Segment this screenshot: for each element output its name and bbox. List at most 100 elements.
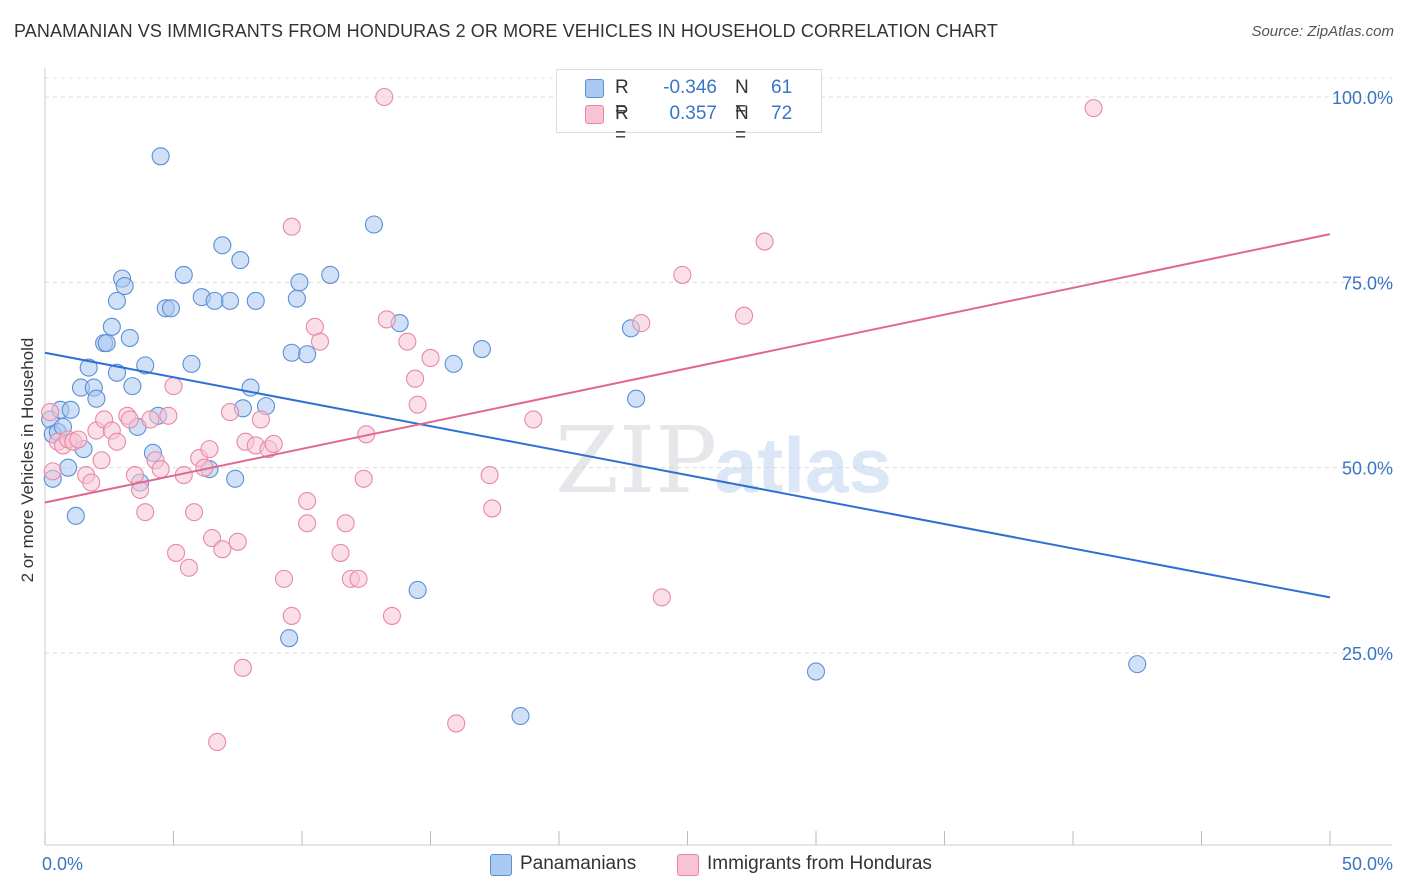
point-panamanians <box>61 400 80 419</box>
point-honduras <box>69 430 88 449</box>
point-panamanians <box>182 354 201 373</box>
legend-swatch-blue <box>585 79 604 98</box>
point-honduras <box>398 332 417 351</box>
point-honduras <box>131 480 150 499</box>
watermark-zip: ZIP <box>555 407 717 514</box>
point-panamanians <box>298 345 317 364</box>
point-honduras <box>167 543 186 562</box>
point-honduras <box>310 332 330 351</box>
point-honduras <box>251 410 270 429</box>
legend-r-label: R = <box>615 103 629 146</box>
point-honduras <box>377 310 396 329</box>
point-honduras <box>185 503 204 522</box>
legend-swatch-pink <box>585 105 604 124</box>
chart-title: PANAMANIAN VS IMMIGRANTS FROM HONDURAS 2… <box>14 21 998 41</box>
point-honduras <box>200 440 219 459</box>
point-honduras <box>282 217 301 236</box>
point-honduras <box>220 403 240 422</box>
point-honduras <box>92 451 111 470</box>
point-honduras <box>228 532 247 551</box>
point-honduras <box>213 540 232 559</box>
point-honduras <box>298 491 317 511</box>
legend-n-label: N = <box>735 103 749 146</box>
point-panamanians <box>161 299 180 318</box>
point-honduras <box>408 395 427 414</box>
point-panamanians <box>472 340 491 359</box>
y-tick-label: 25.0% <box>1342 644 1393 664</box>
tick-labels: 25.0% 50.0% 75.0% 100.0% 0.0% 50.0% <box>42 88 1393 874</box>
point-honduras <box>151 460 170 479</box>
point-honduras <box>336 514 355 533</box>
point-panamanians <box>627 389 646 408</box>
source-credit: Source: ZipAtlas.com <box>1251 23 1394 40</box>
legend-r-value: -0.346 <box>663 77 717 98</box>
point-honduras <box>82 473 101 492</box>
point-panamanians <box>287 289 306 308</box>
point-honduras <box>298 514 317 533</box>
point-honduras <box>331 543 350 562</box>
point-honduras <box>159 406 178 425</box>
point-honduras <box>375 87 394 107</box>
point-panamanians <box>806 662 826 681</box>
point-honduras <box>447 714 466 733</box>
point-panamanians <box>364 215 384 234</box>
point-honduras <box>107 432 127 451</box>
series-legend: Panamanians Immigrants from Honduras <box>0 852 1406 878</box>
series-swatch-blue <box>490 854 512 876</box>
legend-r-label: R = <box>615 77 629 120</box>
y-tick-label: 75.0% <box>1342 273 1393 293</box>
y-tick-label: 50.0% <box>1342 459 1393 479</box>
point-panamanians <box>231 251 250 270</box>
point-panamanians <box>66 506 85 525</box>
point-panamanians <box>151 147 170 166</box>
point-panamanians <box>205 291 224 310</box>
point-panamanians <box>282 343 301 362</box>
point-panamanians <box>246 291 265 310</box>
point-panamanians <box>97 334 116 353</box>
correlation-legend: R = -0.346 N = 61 R = 0.357 N = 72 <box>556 69 822 146</box>
point-honduras <box>136 503 155 522</box>
point-honduras <box>164 377 183 396</box>
axes <box>44 68 1392 846</box>
point-panamanians <box>107 291 127 310</box>
point-panamanians <box>136 356 155 375</box>
point-honduras <box>233 658 252 677</box>
trend-line-panamanians <box>44 351 1331 599</box>
trend-lines <box>44 233 1331 599</box>
point-panamanians <box>123 377 142 396</box>
point-honduras <box>1084 99 1103 118</box>
y-tick-label: 100.0% <box>1332 88 1393 108</box>
y-axis-label: 2 or more Vehicles in Household <box>18 337 37 583</box>
point-panamanians <box>87 389 106 408</box>
x-tick-label-min: 0.0% <box>42 854 83 874</box>
point-honduras <box>734 306 754 325</box>
point-honduras <box>141 410 160 429</box>
point-honduras <box>203 529 222 548</box>
point-honduras <box>282 606 301 625</box>
point-panamanians <box>321 265 340 284</box>
legend-r-value: 0.357 <box>669 103 717 124</box>
point-honduras <box>41 403 60 422</box>
point-panamanians <box>280 629 299 648</box>
grid-lines <box>45 77 1392 654</box>
watermark-atlas: atlas <box>714 421 892 509</box>
point-honduras <box>120 410 139 429</box>
point-honduras <box>673 265 692 284</box>
point-honduras <box>755 232 774 251</box>
point-panamanians <box>290 273 309 292</box>
legend-n-value: 72 <box>771 103 793 124</box>
point-panamanians <box>226 469 245 488</box>
point-panamanians <box>408 580 427 600</box>
trend-line-honduras <box>44 233 1331 504</box>
point-honduras <box>264 434 283 453</box>
point-honduras <box>43 462 62 481</box>
point-panamanians <box>59 458 78 477</box>
point-panamanians <box>174 265 193 284</box>
point-panamanians <box>1128 655 1147 674</box>
point-panamanians <box>213 236 232 255</box>
point-panamanians <box>79 358 98 377</box>
point-honduras <box>421 348 440 367</box>
point-honduras <box>349 569 368 588</box>
point-honduras <box>406 369 425 388</box>
